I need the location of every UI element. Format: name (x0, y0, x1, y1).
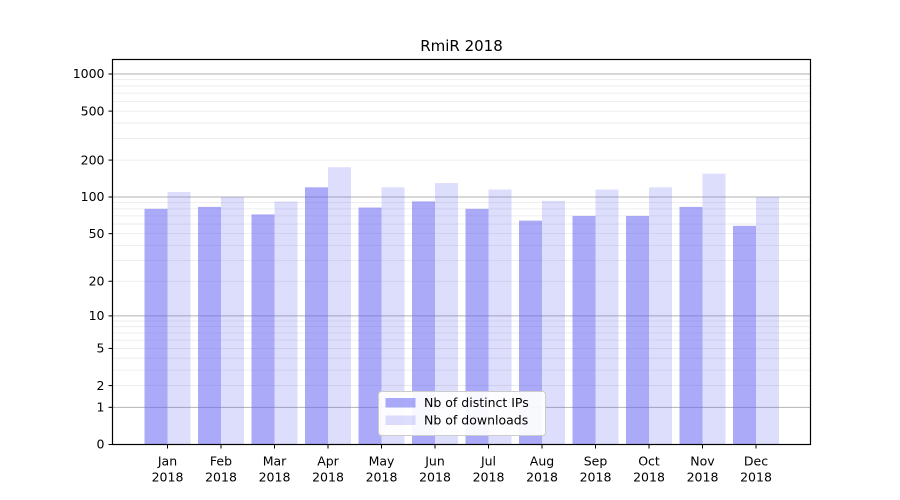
x-tick-label-year: 2018 (473, 470, 505, 485)
bar-dec-ips (733, 225, 756, 445)
x-tick-label-year: 2018 (526, 470, 558, 485)
bar-aug-downloads (542, 200, 565, 445)
x-tick-label-month: Jul (480, 454, 496, 469)
bar-apr-ips (305, 187, 328, 445)
bar-feb-ips (198, 206, 221, 445)
x-tick-label-month: Aug (530, 454, 554, 469)
x-tick-label-month: Feb (210, 454, 232, 469)
x-tick-label-month: May (369, 454, 395, 469)
x-tick-label-year: 2018 (580, 470, 612, 485)
y-tick-label: 500 (81, 103, 105, 118)
legend: Nb of distinct IPs Nb of downloads (378, 391, 546, 436)
legend-box (378, 391, 546, 436)
x-tick-label-month: Oct (638, 454, 660, 469)
legend-label: Nb of downloads (424, 413, 528, 428)
bar-jul-ips (465, 208, 489, 445)
x-tick-label-month: Dec (744, 454, 768, 469)
bar-apr-downloads (328, 167, 351, 445)
bar-aug-ips (519, 220, 542, 445)
bar-oct-downloads (649, 187, 672, 445)
legend-swatch (385, 415, 416, 425)
legend-swatch (385, 398, 416, 408)
bar-dec-downloads (756, 197, 779, 445)
bar-feb-downloads (221, 197, 244, 445)
bar-may-downloads (381, 187, 405, 445)
bar-nov-downloads (702, 173, 726, 445)
bar-jan-downloads (167, 191, 191, 445)
y-tick-label: 2 (97, 378, 105, 393)
x-tick-label-month: Nov (690, 454, 715, 469)
x-tick-label-year: 2018 (687, 470, 719, 485)
bar-nov-ips (679, 206, 703, 445)
bar-mar-downloads (274, 201, 298, 445)
bar-oct-ips (626, 215, 649, 445)
bar-jun-ips (412, 201, 435, 445)
x-tick-label-year: 2018 (259, 470, 291, 485)
chart-title: RmiR 2018 (420, 37, 503, 55)
bar-jul-downloads (488, 189, 512, 445)
y-tick-label: 0 (97, 437, 105, 452)
x-tick-label-month: Jun (424, 454, 445, 469)
y-tick-label: 1 (97, 400, 105, 415)
plot-frame (111, 58, 812, 446)
bar-mar-ips (251, 214, 275, 445)
y-tick-label: 10 (89, 308, 105, 323)
y-tick-label: 50 (89, 226, 105, 241)
y-tick-label: 1000 (73, 66, 105, 81)
x-tick-label-year: 2018 (312, 470, 344, 485)
bar-jun-downloads (435, 183, 458, 445)
y-tick-label: 5 (97, 341, 105, 356)
x-tick-label-month: Jan (157, 454, 177, 469)
bar-jan-ips (144, 208, 168, 445)
y-tick-label: 200 (81, 152, 105, 167)
legend-label: Nb of distinct IPs (424, 395, 529, 410)
x-tick-label-month: Mar (263, 454, 287, 469)
y-tick-label: 20 (89, 273, 105, 288)
x-tick-label-year: 2018 (740, 470, 772, 485)
bar-may-ips (358, 207, 382, 445)
y-tick-label: 100 (81, 189, 105, 204)
bar-sep-ips (572, 215, 596, 445)
x-tick-label-year: 2018 (205, 470, 237, 485)
x-tick-label-month: Sep (584, 454, 608, 469)
x-tick-label-year: 2018 (366, 470, 398, 485)
x-tick-label-year: 2018 (633, 470, 665, 485)
bar-sep-downloads (595, 189, 619, 445)
x-tick-label-year: 2018 (419, 470, 451, 485)
x-tick-label-month: Apr (317, 454, 339, 469)
x-tick-label-year: 2018 (152, 470, 184, 485)
